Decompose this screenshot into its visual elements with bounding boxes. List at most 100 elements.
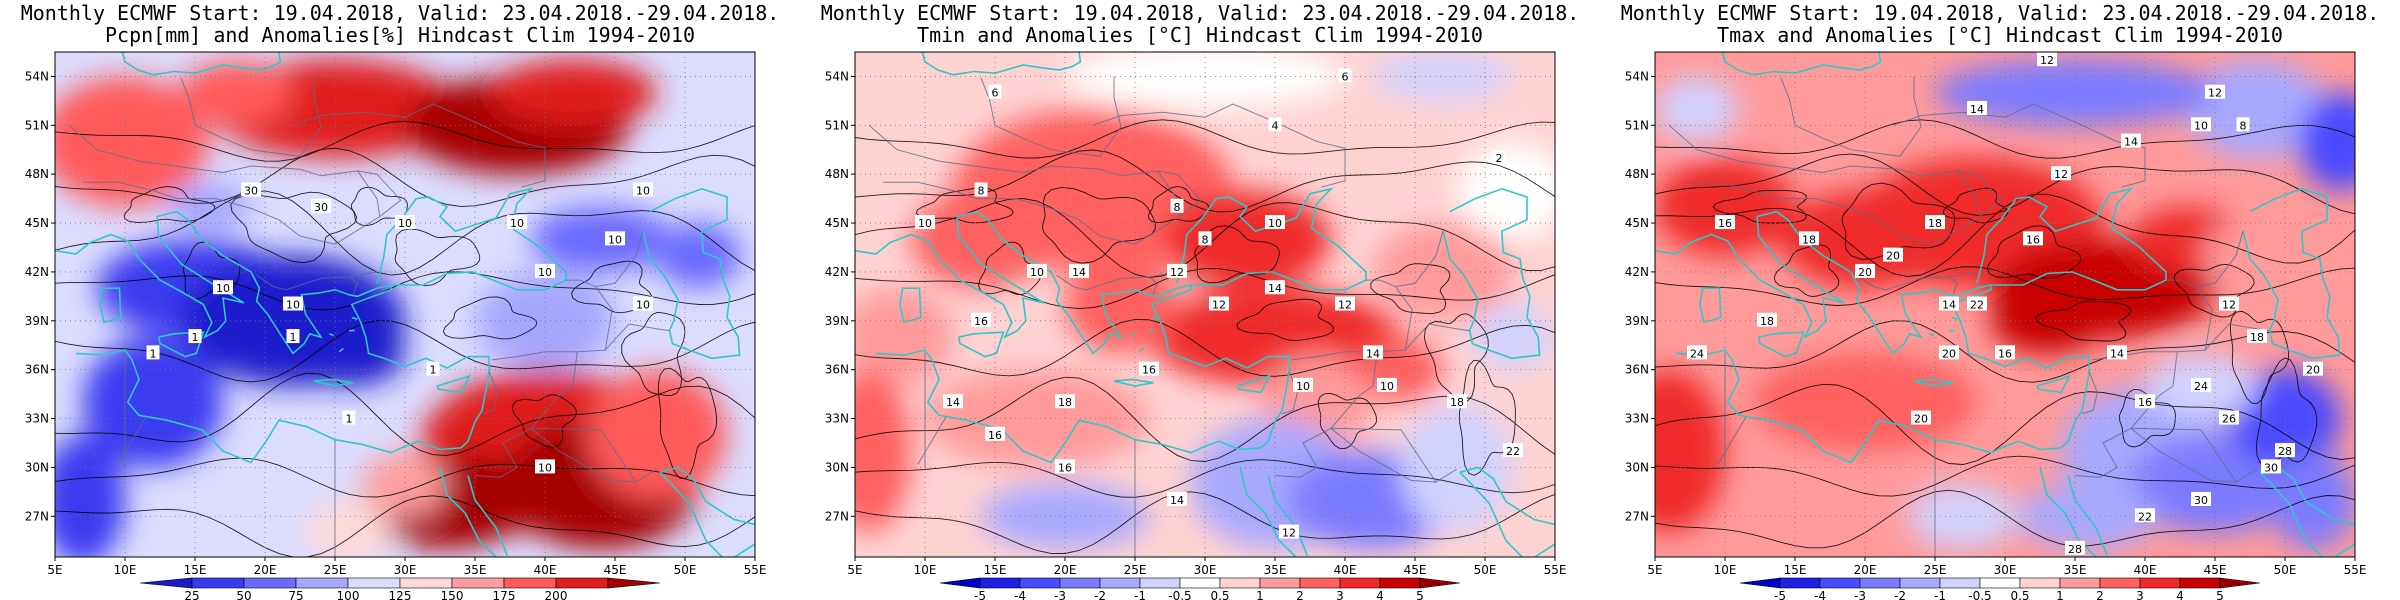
lat-tick-label: 27N — [1625, 509, 1649, 523]
anomaly-blob — [587, 369, 727, 500]
lon-tick-label: 15E — [984, 563, 1007, 577]
contour-label: 22 — [2138, 510, 2152, 523]
colorbar-swatch — [1899, 577, 1941, 589]
contour-label: 10 — [1030, 266, 1044, 279]
contour-label: 12 — [2040, 54, 2054, 67]
lon-tick-label: 30E — [394, 563, 417, 577]
contour-label: 12 — [2222, 299, 2236, 312]
colorbar-swatch — [2219, 577, 2261, 589]
contour-label: 18 — [1928, 217, 1942, 230]
contour-label: 2 — [1496, 152, 1503, 165]
colorbar-label: 4 — [1376, 589, 1384, 600]
lat-tick-label: 48N — [825, 167, 849, 181]
contour-label: 10 — [510, 217, 524, 230]
lat-tick-label: 36N — [25, 363, 49, 377]
anomaly-blob — [2299, 92, 2355, 191]
anomaly-blob — [489, 60, 657, 126]
anomaly-blob — [531, 206, 671, 272]
colorbar-swatch — [1099, 577, 1141, 589]
colorbar-swatch — [1859, 577, 1901, 589]
contour-label: 10 — [636, 299, 650, 312]
anomaly-blob — [1373, 52, 1513, 101]
contour-label: 16 — [1998, 347, 2012, 360]
contour-label: 1 — [346, 413, 353, 426]
lon-tick-label: 25E — [1924, 563, 1947, 577]
contour-label: 30 — [2264, 461, 2278, 474]
lon-tick-label: 40E — [2134, 563, 2157, 577]
colorbar-label: 150 — [441, 589, 464, 600]
precip-map: 10 10 10 10 10 10 10 10 30 30 1 1 1 1 1 10 54N 51N 48N 45N 4… — [25, 51, 767, 600]
lat-tick-label: 36N — [1625, 363, 1649, 377]
contour-label: 16 — [1718, 217, 1732, 230]
colorbar-label: 2 — [1296, 589, 1304, 600]
anomaly-blob — [1457, 141, 1555, 240]
anomaly-blob — [855, 288, 953, 386]
contour-label: 28 — [2068, 543, 2082, 556]
anomaly-blob — [1655, 369, 1725, 533]
lon-tick-label: 55E — [744, 563, 767, 577]
colorbar-label: -3 — [1054, 589, 1066, 600]
anomaly-blob — [363, 451, 447, 517]
contour-label: 1 — [150, 347, 157, 360]
contour-label: 14 — [1366, 347, 1380, 360]
colorbar: 25 50 75 100 125 150 175 200 — [139, 577, 661, 600]
lon-tick-label: 40E — [1334, 563, 1357, 577]
lon-tick-label: 55E — [1544, 563, 1567, 577]
contour-labels: 10 10 10 10 10 10 10 10 30 30 1 1 1 1 1 10 — [146, 182, 653, 474]
panel-title: Monthly ECMWF Start: 19.04.2018, Valid: … — [20, 1, 780, 25]
lat-tick-label: 42N — [825, 265, 849, 279]
contour-label: 10 — [398, 217, 412, 230]
contour-label: 14 — [1942, 299, 1956, 312]
lon-tick-label: 20E — [1854, 563, 1877, 577]
contour-label: 4 — [1272, 119, 1279, 132]
lat-tick-label: 45N — [825, 216, 849, 230]
tmin-panel: Monthly ECMWF Start: 19.04.2018, Valid: … — [800, 0, 1600, 600]
colorbar-swatch — [1819, 577, 1861, 589]
colorbar-label: -2 — [1094, 589, 1106, 600]
colorbar-label: -5 — [974, 589, 986, 600]
lon-tick-label: 10E — [1714, 563, 1737, 577]
contour-label: 14 — [2110, 347, 2124, 360]
tmax-panel: Monthly ECMWF Start: 19.04.2018, Valid: … — [1600, 0, 2400, 600]
colorbar-label: 5 — [2216, 589, 2224, 600]
colorbar-label: 5 — [1416, 589, 1424, 600]
colorbar-swatch — [1019, 577, 1061, 589]
colorbar-swatch — [2059, 577, 2101, 589]
lat-tick-label: 30N — [1625, 460, 1649, 474]
colorbar-swatch — [1779, 577, 1821, 589]
lon-tick-label: 55E — [2344, 563, 2367, 577]
contour-label: 10 — [608, 233, 622, 246]
lon-tick-label: 40E — [534, 563, 557, 577]
contour-label: 16 — [2138, 396, 2152, 409]
contour-label: 1 — [290, 331, 297, 344]
contour-label: 26 — [2222, 413, 2236, 426]
colorbar-swatch — [1939, 577, 1981, 589]
anomaly-blob — [1907, 483, 2019, 549]
anomaly-blob — [181, 60, 293, 126]
lon-tick-label: 15E — [184, 563, 207, 577]
contour-label: 8 — [1174, 201, 1181, 214]
lat-tick-label: 54N — [25, 69, 49, 83]
colorbar-swatch — [939, 577, 981, 589]
anomaly-blob — [2187, 60, 2327, 158]
contour-label: 1 — [430, 364, 437, 377]
borders — [868, 76, 1470, 557]
anomaly-blob — [1781, 190, 1949, 289]
contour-label: 10 — [538, 461, 552, 474]
lat-tick-label: 30N — [825, 460, 849, 474]
panel-subtitle: Tmax and Anomalies [°C] Hindcast Clim 19… — [1717, 23, 2283, 47]
colorbar-label: 3 — [2136, 589, 2144, 600]
lat-tick-label: 42N — [25, 265, 49, 279]
anomaly-blob — [1991, 288, 2103, 354]
anomaly-blob — [1065, 52, 1345, 110]
lon-tick-label: 30E — [1194, 563, 1217, 577]
anomaly-blob — [83, 337, 223, 468]
colorbar-swatch — [1059, 577, 1101, 589]
contour-label: 16 — [1142, 364, 1156, 377]
anomaly-blob — [925, 369, 1149, 468]
lat-tick-label: 27N — [825, 509, 849, 523]
colorbar-label: 200 — [545, 589, 568, 600]
lon-tick-label: 20E — [1054, 563, 1077, 577]
lon-tick-label: 45E — [2204, 563, 2227, 577]
